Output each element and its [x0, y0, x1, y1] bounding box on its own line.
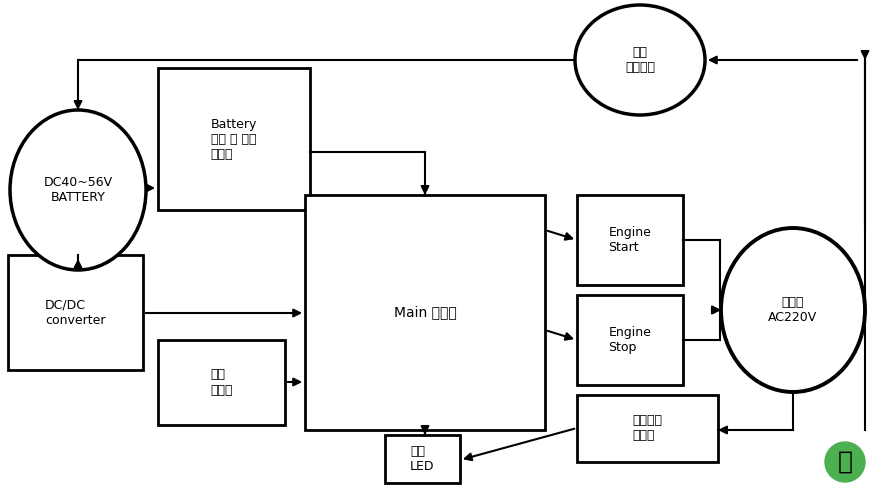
Bar	[158, 340, 284, 425]
Text: DC40~56V
BATTERY: DC40~56V BATTERY	[43, 176, 112, 204]
Text: Engine
Stop: Engine Stop	[608, 326, 651, 354]
Text: 충전
컨트롤러: 충전 컨트롤러	[624, 46, 654, 74]
Text: Engine
Start: Engine Start	[608, 226, 651, 254]
Ellipse shape	[720, 228, 864, 392]
Ellipse shape	[574, 5, 704, 115]
Text: 온도
센싱부: 온도 센싱부	[210, 369, 233, 397]
Bar	[576, 395, 717, 462]
Text: 발전상태
검출부: 발전상태 검출부	[632, 414, 662, 442]
Text: 상태
LED: 상태 LED	[410, 445, 435, 473]
Text: 발전기
AC220V: 발전기 AC220V	[767, 296, 817, 324]
Ellipse shape	[10, 110, 146, 270]
Bar	[158, 68, 310, 210]
Text: DC/DC
converter: DC/DC converter	[45, 299, 105, 327]
Circle shape	[824, 442, 864, 482]
Bar	[576, 195, 682, 285]
Bar	[8, 255, 143, 370]
Bar	[305, 195, 544, 430]
Text: Main 제어기: Main 제어기	[393, 305, 456, 320]
Text: Battery
전압 및 전류
검출부: Battery 전압 및 전류 검출부	[211, 117, 257, 161]
Bar	[385, 435, 459, 483]
Text: 🌍: 🌍	[837, 450, 852, 474]
Bar	[576, 295, 682, 385]
